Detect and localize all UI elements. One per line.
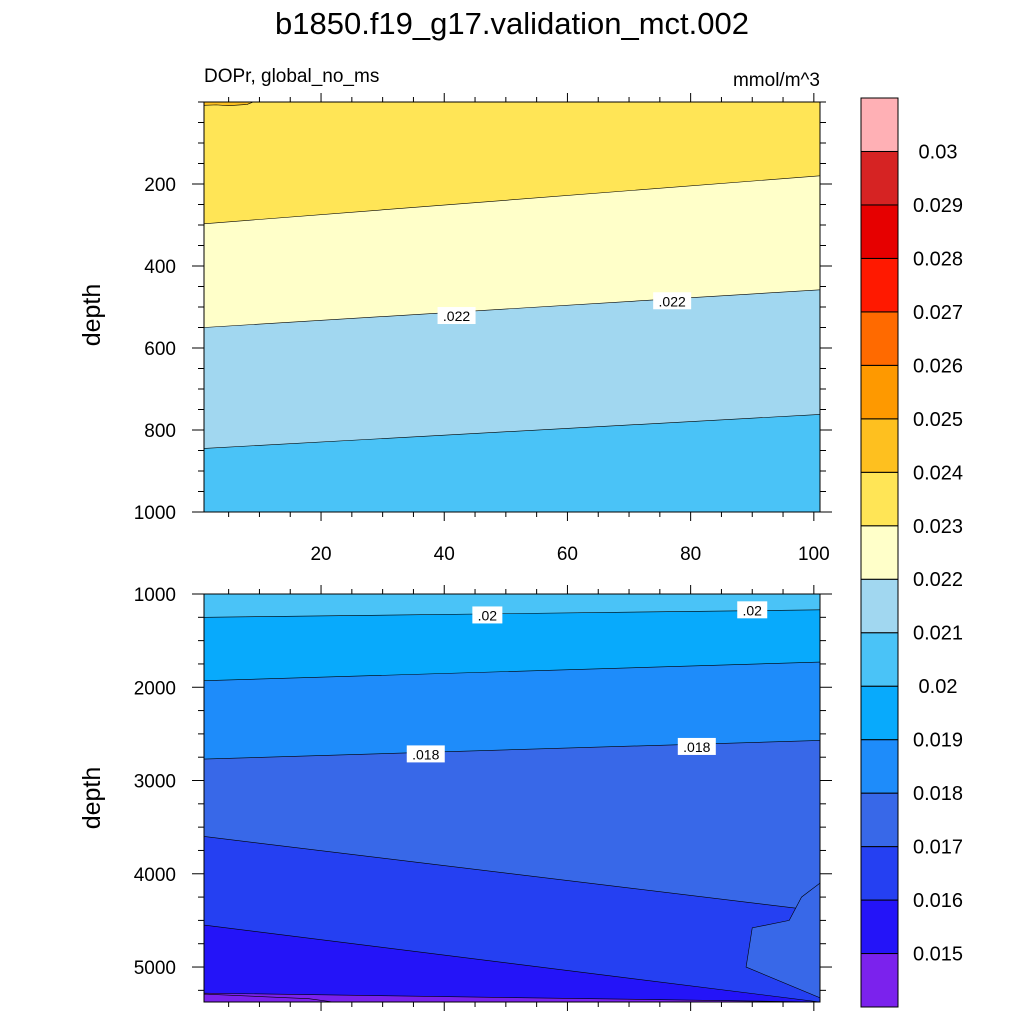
colorbar-label: 0.027 xyxy=(913,302,963,324)
colorbar-swatch xyxy=(860,364,899,420)
contour-label: .022 xyxy=(659,293,686,309)
y-axis: 200 400 600 800 1000 depth xyxy=(78,101,832,524)
contour-label-box xyxy=(677,737,716,755)
colorbar-label: 0.022 xyxy=(913,569,963,591)
x-tick-label: 80 xyxy=(680,544,701,565)
colorbar-swatch xyxy=(860,792,899,848)
contour-label: .022 xyxy=(443,308,470,324)
colorbar-label: 0.018 xyxy=(913,783,963,805)
contour-line xyxy=(204,661,820,682)
contour-label: .018 xyxy=(412,746,439,762)
colorbar-label: 0.015 xyxy=(913,944,963,966)
colorbar-swatch xyxy=(860,97,899,152)
contour-band xyxy=(204,102,254,106)
y-tick-label: 1000 xyxy=(134,503,176,524)
contour-line xyxy=(204,992,820,1002)
y-tick-label: 4000 xyxy=(134,865,176,886)
y-tick-label: 800 xyxy=(144,421,176,442)
colorbar-swatch xyxy=(860,257,899,313)
contour-label-box xyxy=(437,307,476,325)
contour-fills xyxy=(204,102,820,512)
colorbar-swatch xyxy=(860,632,899,687)
chart-title: b1850.f19_g17.validation_mct.002 xyxy=(275,6,749,41)
y-axis: 1000 2000 3000 4000 5000 depth xyxy=(78,585,832,991)
colorbar-label: 0.029 xyxy=(913,195,963,217)
colorbar-label: 0.02 xyxy=(919,676,958,698)
colorbar-label: 0.016 xyxy=(913,890,963,912)
upper-ocean-panel: .022 .022 20 40 60 80 100 200 400 600 800 1000 depth xyxy=(78,93,832,565)
colorbar-label: 0.017 xyxy=(913,837,963,859)
colorbar-label: 0.03 xyxy=(919,141,958,163)
contour-label: .02 xyxy=(478,607,498,623)
contour-label-box xyxy=(406,745,445,763)
x-tick-label: 60 xyxy=(557,544,578,565)
x-tick-label: 40 xyxy=(434,544,455,565)
colorbar-swatch xyxy=(860,150,899,206)
colorbar-label: 0.025 xyxy=(913,409,963,431)
y-tick-label: 600 xyxy=(144,339,176,360)
contour-label-box xyxy=(653,292,692,310)
colorbar-swatch xyxy=(860,418,899,473)
colorbar-swatch xyxy=(860,471,899,527)
colorbar-swatch xyxy=(860,525,899,580)
y-axis-label: depth xyxy=(78,767,106,830)
x-axis: 20 40 60 80 100 xyxy=(228,93,830,565)
colorbar-swatch xyxy=(860,899,899,955)
contour-band xyxy=(204,993,334,1002)
colorbar: 0.015 0.016 0.017 0.018 0.019 0.02 0.021 0.022 0… xyxy=(860,97,963,1008)
contour-label-box xyxy=(737,601,768,619)
contour-line xyxy=(204,414,820,449)
colorbar-label: 0.028 xyxy=(913,248,963,270)
colorbar-swatch xyxy=(860,953,899,1008)
contour-label-box xyxy=(472,606,503,624)
y-tick-label: 3000 xyxy=(134,772,176,793)
colorbar-label: 0.026 xyxy=(913,355,963,377)
y-tick-label: 1000 xyxy=(134,585,176,606)
contour-label: .02 xyxy=(743,602,763,618)
contour-label: .018 xyxy=(683,739,710,755)
contour-line xyxy=(204,289,820,328)
colorbar-label: 0.019 xyxy=(913,730,963,752)
colorbar-swatch xyxy=(860,578,899,634)
contour-band xyxy=(745,882,820,999)
colorbar-swatch xyxy=(860,739,899,794)
x-axis xyxy=(228,585,815,1011)
colorbar-label: 0.021 xyxy=(913,623,963,645)
y-tick-label: 5000 xyxy=(134,958,176,979)
y-axis-label: depth xyxy=(78,284,106,347)
plot-frame xyxy=(203,593,821,1003)
colorbar-swatch xyxy=(860,846,899,901)
colorbar-swatch xyxy=(860,311,899,366)
colorbar-swatch xyxy=(860,204,899,259)
x-tick-label: 100 xyxy=(798,544,830,565)
deep-ocean-panel: .02 .02 .018 .018 1000 2000 3000 4000 5000 depth xyxy=(78,585,832,1011)
y-tick-label: 400 xyxy=(144,257,176,278)
contour-line xyxy=(204,175,820,225)
variable-label: DOPr, global_no_ms xyxy=(204,66,379,87)
contour-line xyxy=(204,609,820,618)
colorbar-swatch xyxy=(860,685,899,741)
contour-line xyxy=(204,924,820,1002)
x-tick-label: 20 xyxy=(310,544,331,565)
colorbar-label: 0.023 xyxy=(913,516,963,538)
y-tick-label: 2000 xyxy=(134,678,176,699)
contour-line xyxy=(204,740,820,760)
contour-band xyxy=(204,102,820,224)
y-tick-label: 200 xyxy=(144,175,176,196)
units-label: mmol/m^3 xyxy=(733,70,820,91)
contour-fills xyxy=(204,594,820,1002)
colorbar-label: 0.024 xyxy=(913,462,963,484)
contour-line xyxy=(204,836,820,912)
